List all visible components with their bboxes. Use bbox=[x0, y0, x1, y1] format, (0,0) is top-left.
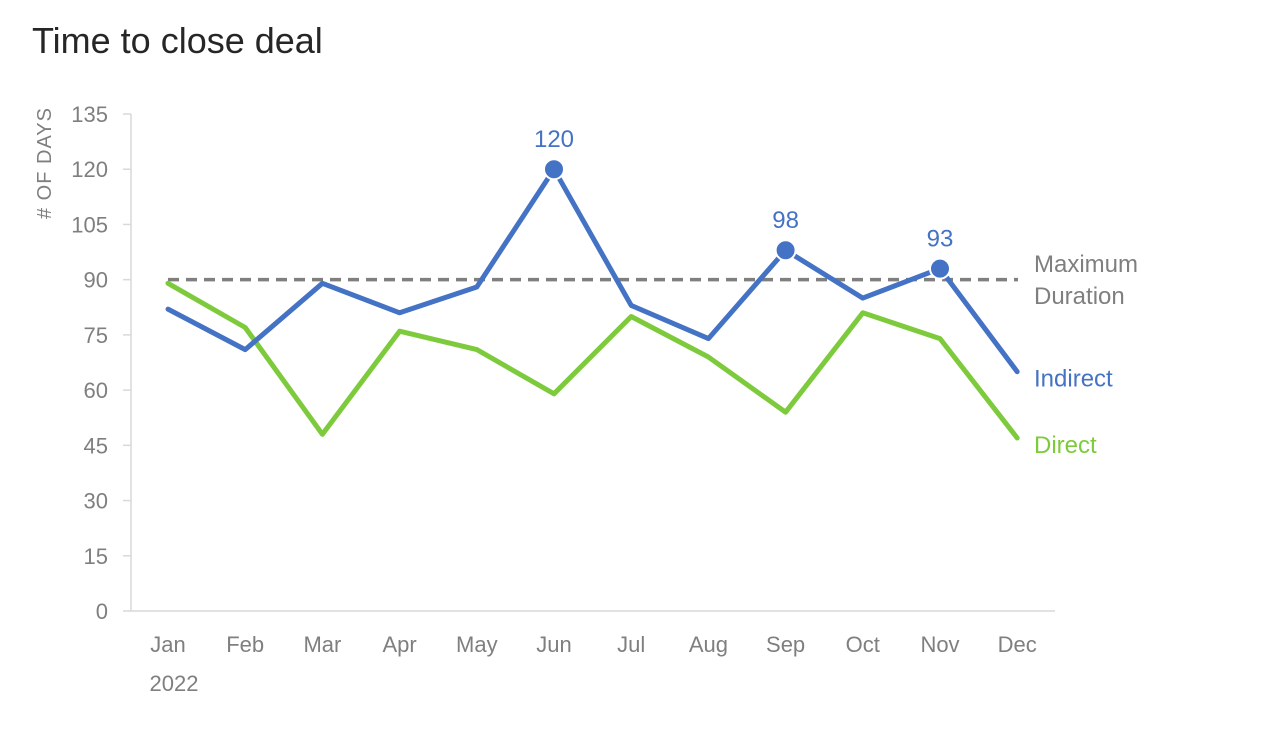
data-label: 98 bbox=[772, 207, 799, 234]
x-tick-label: Mar bbox=[303, 632, 341, 657]
x-tick-label: Feb bbox=[226, 632, 264, 657]
x-tick-label: May bbox=[456, 632, 498, 657]
data-point-marker bbox=[774, 239, 797, 262]
series-line-direct bbox=[165, 280, 1020, 441]
data-label: 93 bbox=[927, 226, 954, 253]
series-line-indirect bbox=[165, 166, 1020, 375]
y-tick-label: 30 bbox=[84, 489, 108, 514]
x-tick-label: Dec bbox=[998, 632, 1037, 657]
x-tick-label: Jun bbox=[536, 632, 571, 657]
y-tick-label: 75 bbox=[84, 323, 108, 348]
y-tick-label: 135 bbox=[71, 102, 108, 127]
y-tick-label: 60 bbox=[84, 378, 108, 403]
x-tick-label: Oct bbox=[846, 632, 880, 657]
y-tick-label: 120 bbox=[71, 157, 108, 182]
x-tick-label: Apr bbox=[382, 632, 416, 657]
data-label: 120 bbox=[534, 126, 574, 153]
x-year-label: 2022 bbox=[150, 671, 199, 696]
x-tick-label: Aug bbox=[689, 632, 728, 657]
x-tick-label: Sep bbox=[766, 632, 805, 657]
y-tick-label: 15 bbox=[84, 544, 108, 569]
data-point-marker bbox=[929, 257, 951, 280]
y-tick-label: 90 bbox=[84, 268, 108, 293]
x-tick-label: Jul bbox=[617, 632, 645, 657]
x-tick-label: Jan bbox=[150, 632, 185, 657]
y-tick-label: 105 bbox=[71, 212, 108, 237]
chart-title: Time to close deal bbox=[32, 20, 323, 61]
reference-line-label: Maximum bbox=[1034, 251, 1138, 278]
series-label-indirect: Indirect bbox=[1034, 366, 1113, 393]
x-tick-label: Nov bbox=[920, 632, 959, 657]
y-tick-label: 45 bbox=[84, 433, 108, 458]
reference-line-label: Duration bbox=[1034, 283, 1125, 310]
series-label-direct: Direct bbox=[1034, 432, 1097, 459]
data-point-marker bbox=[543, 158, 565, 181]
y-axis-title: # OF DAYS bbox=[34, 107, 56, 219]
y-tick-label: 0 bbox=[96, 599, 108, 624]
